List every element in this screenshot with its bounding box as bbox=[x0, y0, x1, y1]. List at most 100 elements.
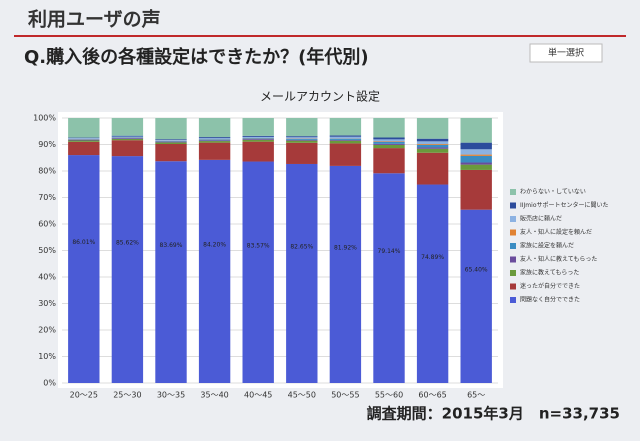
x-tick-label: 40～45 bbox=[244, 391, 272, 400]
data-label: 83.57% bbox=[247, 242, 270, 249]
legend-label: 迷ったが自分でできた bbox=[520, 282, 580, 290]
legend-swatch bbox=[510, 297, 516, 303]
data-label: 74.89% bbox=[421, 254, 444, 261]
bar-segment bbox=[286, 163, 318, 383]
bar-segment bbox=[416, 184, 449, 383]
y-tick-label: 80% bbox=[38, 167, 56, 176]
bar-segment bbox=[460, 169, 492, 210]
bar-segment bbox=[416, 138, 449, 142]
bar-segment bbox=[198, 142, 231, 160]
bar-segment bbox=[373, 118, 405, 138]
legend-swatch bbox=[510, 283, 516, 290]
bar-segment bbox=[373, 142, 405, 144]
data-label: 83.69% bbox=[160, 242, 183, 249]
bar-segment bbox=[68, 140, 100, 142]
bar-segment bbox=[286, 142, 318, 164]
bar-segment bbox=[286, 140, 318, 143]
legend-swatch bbox=[510, 270, 516, 276]
bar-segment bbox=[460, 118, 492, 143]
bar-segment bbox=[329, 135, 362, 137]
x-tick-label: 55～60 bbox=[375, 391, 403, 400]
y-tick-label: 30% bbox=[38, 299, 56, 308]
bar-segment bbox=[286, 137, 318, 139]
bar-segment bbox=[460, 155, 492, 163]
data-label: 79.14% bbox=[378, 248, 401, 255]
bar-segment bbox=[329, 139, 362, 141]
bar-segment bbox=[111, 135, 144, 137]
bar-segment bbox=[329, 136, 362, 139]
bar-segment bbox=[242, 141, 274, 162]
bar-segment bbox=[198, 138, 231, 140]
legend-swatch bbox=[510, 216, 516, 222]
bar-segment bbox=[242, 161, 274, 383]
legend-swatch bbox=[510, 256, 516, 263]
legend-label: 問題なく自分でできた bbox=[520, 296, 580, 304]
bar-segment bbox=[286, 118, 318, 137]
data-label: 82.65% bbox=[290, 243, 313, 250]
bar-segment bbox=[68, 139, 100, 140]
bar-segment bbox=[242, 139, 274, 142]
legend-label: わからない・していない bbox=[520, 189, 586, 196]
bar-segment bbox=[155, 141, 187, 142]
bar-segment bbox=[460, 209, 492, 383]
y-tick-label: 70% bbox=[38, 193, 56, 202]
bar-segment bbox=[198, 141, 231, 143]
data-label: 86.01% bbox=[72, 239, 95, 246]
bar-segment bbox=[68, 141, 100, 156]
y-tick-label: 10% bbox=[38, 352, 56, 361]
footer: 調査期間：2015年3月 n=33,735 bbox=[367, 405, 620, 423]
legend-label: 家族に教えてもらった bbox=[520, 269, 579, 277]
bar-segment bbox=[460, 149, 492, 155]
y-tick-label: 100% bbox=[33, 114, 56, 123]
bar-segment bbox=[68, 137, 100, 139]
bar-segment bbox=[373, 137, 405, 140]
bar-segment bbox=[416, 118, 449, 139]
bar-segment bbox=[329, 140, 362, 144]
bar-segment bbox=[286, 139, 318, 141]
bar-segment bbox=[68, 118, 100, 138]
bar-segment bbox=[373, 139, 405, 142]
bar-segment bbox=[329, 138, 362, 140]
bar-segment bbox=[373, 144, 405, 149]
legend-label: 友人・知人に設定を頼んだ bbox=[520, 228, 592, 236]
y-tick-label: 50% bbox=[38, 246, 56, 255]
data-label: 65.40% bbox=[465, 266, 488, 273]
legend-label: 販売店に頼んだ bbox=[520, 215, 562, 223]
x-tick-label: 45～50 bbox=[288, 391, 316, 400]
bar-segment bbox=[111, 137, 144, 139]
legend-label: 家族に設定を頼んだ bbox=[520, 242, 574, 250]
legend-swatch bbox=[510, 202, 516, 209]
x-tick-label: 65～ bbox=[467, 391, 485, 400]
bar-segment bbox=[416, 148, 449, 153]
tag-box bbox=[529, 43, 603, 63]
bar-segment bbox=[329, 118, 362, 136]
bar-segment bbox=[416, 147, 449, 149]
bar-segment bbox=[155, 143, 187, 162]
bar-segment bbox=[111, 138, 144, 139]
y-tick-label: 40% bbox=[38, 273, 56, 282]
bar-segment bbox=[242, 139, 274, 140]
bar-segment bbox=[416, 143, 449, 145]
bar-segment bbox=[286, 136, 318, 138]
bar-segment bbox=[242, 135, 274, 137]
bar-segment bbox=[329, 143, 362, 166]
legend-swatch bbox=[510, 229, 516, 236]
bar-segment bbox=[198, 137, 231, 139]
x-tick-label: 50～55 bbox=[331, 391, 359, 400]
bar-segment bbox=[155, 140, 187, 141]
bar-segment bbox=[416, 144, 449, 148]
bar-segment bbox=[111, 136, 144, 138]
bar-segment bbox=[198, 159, 231, 383]
bar-segment bbox=[155, 118, 187, 140]
bar-segment bbox=[373, 141, 405, 143]
bar-segment bbox=[198, 140, 231, 142]
bar-segment bbox=[111, 140, 144, 157]
bar-segment bbox=[111, 156, 144, 383]
data-label: 84.20% bbox=[203, 241, 226, 248]
bar-segment bbox=[155, 141, 187, 143]
bar-segment bbox=[68, 155, 100, 383]
bar-segment bbox=[416, 141, 449, 144]
bar-segment bbox=[329, 165, 362, 383]
y-tick-label: 90% bbox=[38, 140, 56, 149]
